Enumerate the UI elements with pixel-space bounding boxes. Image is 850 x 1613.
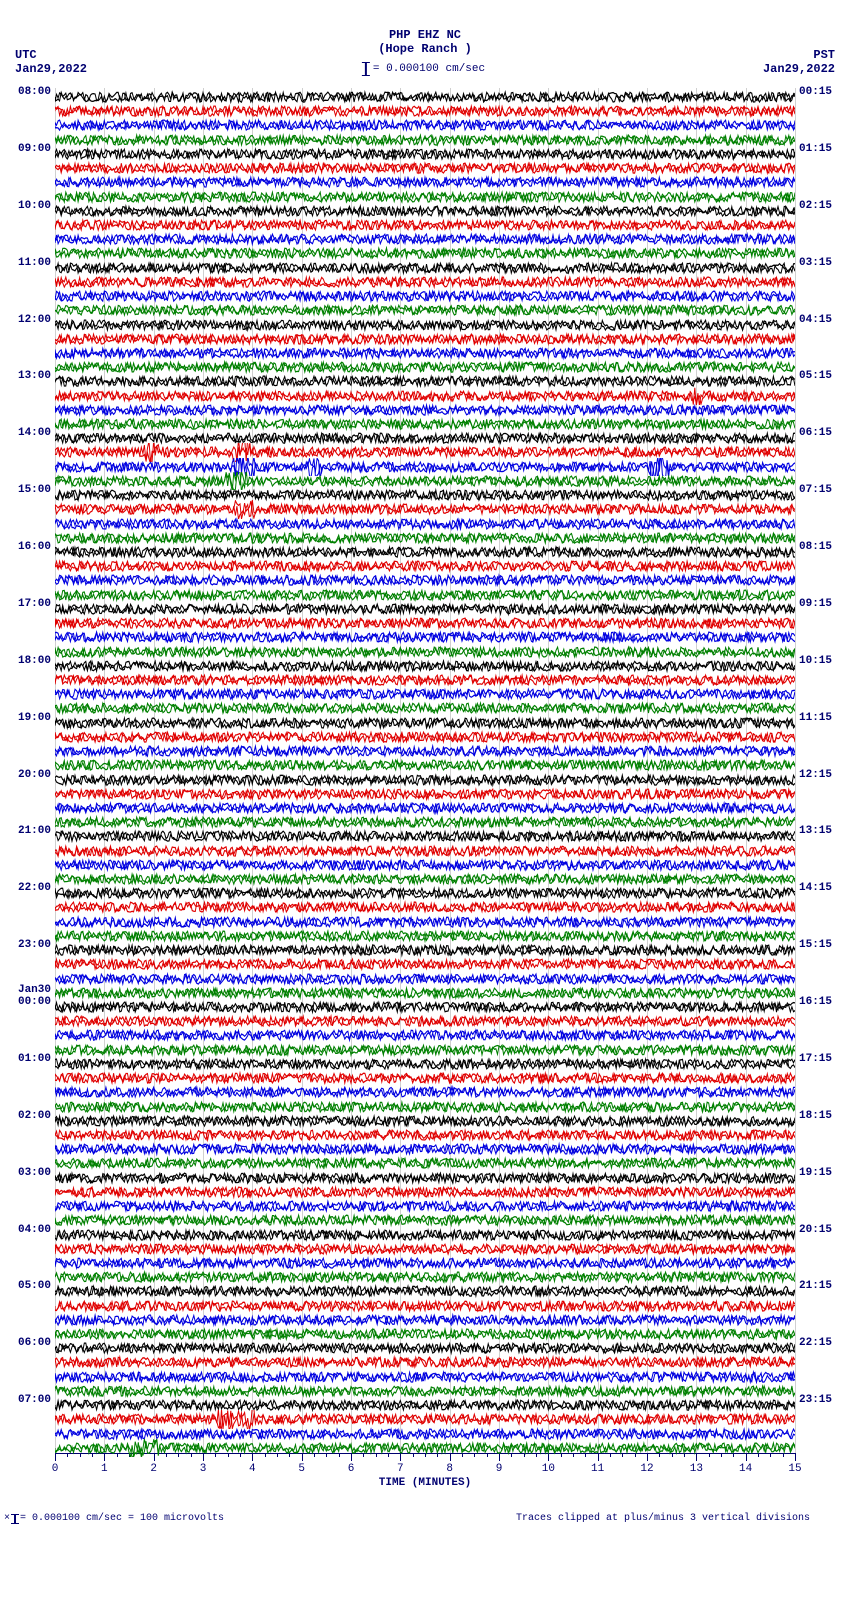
pst-hour-label: 16:15 — [799, 996, 849, 1008]
pst-hour-label: 22:15 — [799, 1337, 849, 1349]
utc-hour-label: 12:00 — [1, 314, 51, 326]
xtick-label: 6 — [348, 1463, 355, 1475]
utc-hour-label: 00:00 — [1, 996, 51, 1008]
pst-hour-label: 19:15 — [799, 1167, 849, 1179]
pst-hour-label: 00:15 — [799, 86, 849, 98]
utc-hour-label: 02:00 — [1, 1110, 51, 1122]
pst-hour-label: 06:15 — [799, 427, 849, 439]
xtick-label: 1 — [101, 1463, 108, 1475]
xtick-label: 9 — [496, 1463, 503, 1475]
xtick-label: 11 — [591, 1463, 604, 1475]
pst-label: PST — [763, 48, 835, 62]
pst-hour-label: 15:15 — [799, 939, 849, 951]
helicorder-plot — [55, 88, 795, 1453]
time-axis: TIME (MINUTES) 0123456789101112131415 — [55, 1453, 795, 1483]
utc-hour-label: 08:00 — [1, 86, 51, 98]
chart-header: UTC Jan29,2022 PHP EHZ NC (Hope Ranch ) … — [0, 0, 850, 80]
amplitude-scale: = 0.000100 cm/sec — [365, 62, 485, 76]
pst-hour-label: 12:15 — [799, 769, 849, 781]
xtick-label: 4 — [249, 1463, 256, 1475]
pst-date: Jan29,2022 — [763, 62, 835, 76]
xtick-label: 0 — [52, 1463, 59, 1475]
xtick-label: 12 — [640, 1463, 653, 1475]
scale-bar-icon — [14, 1514, 16, 1524]
pst-hour-label: 07:15 — [799, 484, 849, 496]
utc-hour-label: 13:00 — [1, 370, 51, 382]
pst-hour-label: 03:15 — [799, 257, 849, 269]
utc-date-marker: Jan30 — [18, 984, 51, 996]
xtick-label: 7 — [397, 1463, 404, 1475]
pst-time-axis: 00:15 01:15 02:15 03:15 04:15 05:15 06:15 07:15… — [795, 88, 850, 1453]
pst-hour-label: 05:15 — [799, 370, 849, 382]
station-location: (Hope Ranch ) — [378, 42, 472, 56]
utc-hour-label: 09:00 — [1, 143, 51, 155]
utc-hour-label: 17:00 — [1, 598, 51, 610]
utc-hour-label: 05:00 — [1, 1280, 51, 1292]
scale-bar-icon — [365, 62, 367, 76]
utc-hour-label: 15:00 — [1, 484, 51, 496]
utc-date-block: UTC Jan29,2022 — [15, 48, 87, 76]
station-title: PHP EHZ NC (Hope Ranch ) — [378, 28, 472, 56]
utc-hour-label: 01:00 — [1, 1053, 51, 1065]
pst-hour-label: 13:15 — [799, 825, 849, 837]
xtick-label: 2 — [150, 1463, 157, 1475]
utc-time-axis: 08:00 09:00 10:00 11:00 12:00 13:00 14:00 15:00… — [0, 88, 55, 1453]
utc-label: UTC — [15, 48, 87, 62]
pst-hour-label: 20:15 — [799, 1224, 849, 1236]
xtick-label: 3 — [200, 1463, 207, 1475]
pst-hour-label: 08:15 — [799, 541, 849, 553]
xtick-label: 10 — [542, 1463, 555, 1475]
utc-hour-label: 21:00 — [1, 825, 51, 837]
pst-hour-label: 04:15 — [799, 314, 849, 326]
utc-hour-label: 18:00 — [1, 655, 51, 667]
pst-hour-label: 02:15 — [799, 200, 849, 212]
utc-hour-label: 23:00 — [1, 939, 51, 951]
station-code: PHP EHZ NC — [378, 28, 472, 42]
pst-hour-label: 17:15 — [799, 1053, 849, 1065]
utc-hour-label: 14:00 — [1, 427, 51, 439]
footer-clip-note: Traces clipped at plus/minus 3 vertical … — [516, 1513, 810, 1524]
utc-hour-label: 11:00 — [1, 257, 51, 269]
xtick-label: 8 — [446, 1463, 453, 1475]
footer: × = 0.000100 cm/sec = 100 microvolts Tra… — [0, 1513, 850, 1533]
xtick-label: 14 — [739, 1463, 752, 1475]
pst-hour-label: 21:15 — [799, 1280, 849, 1292]
utc-hour-label: 20:00 — [1, 769, 51, 781]
gridline — [795, 88, 796, 1453]
xtick-label: 13 — [690, 1463, 703, 1475]
footer-scale: × = 0.000100 cm/sec = 100 microvolts — [4, 1513, 224, 1524]
utc-hour-label: 16:00 — [1, 541, 51, 553]
scale-text: = 0.000100 cm/sec — [373, 63, 485, 75]
pst-hour-label: 14:15 — [799, 882, 849, 894]
utc-hour-label: 06:00 — [1, 1337, 51, 1349]
pst-hour-label: 01:15 — [799, 143, 849, 155]
xtick-major — [795, 1453, 796, 1461]
xtick-label: 15 — [788, 1463, 801, 1475]
trace-container — [55, 88, 795, 1453]
xaxis-title: TIME (MINUTES) — [379, 1477, 471, 1489]
footer-prefix: × — [4, 1513, 10, 1524]
pst-hour-label: 18:15 — [799, 1110, 849, 1122]
pst-hour-label: 11:15 — [799, 712, 849, 724]
utc-hour-label: 07:00 — [1, 1394, 51, 1406]
utc-hour-label: 04:00 — [1, 1224, 51, 1236]
utc-hour-label: 22:00 — [1, 882, 51, 894]
utc-hour-label: 10:00 — [1, 200, 51, 212]
utc-hour-label: 03:00 — [1, 1167, 51, 1179]
seismic-trace — [55, 1439, 795, 1457]
pst-date-block: PST Jan29,2022 — [763, 48, 835, 76]
pst-hour-label: 23:15 — [799, 1394, 849, 1406]
xtick-label: 5 — [298, 1463, 305, 1475]
utc-hour-label: 19:00 — [1, 712, 51, 724]
footer-scale-text: = 0.000100 cm/sec = 100 microvolts — [20, 1513, 224, 1524]
pst-hour-label: 10:15 — [799, 655, 849, 667]
utc-date: Jan29,2022 — [15, 62, 87, 76]
pst-hour-label: 09:15 — [799, 598, 849, 610]
